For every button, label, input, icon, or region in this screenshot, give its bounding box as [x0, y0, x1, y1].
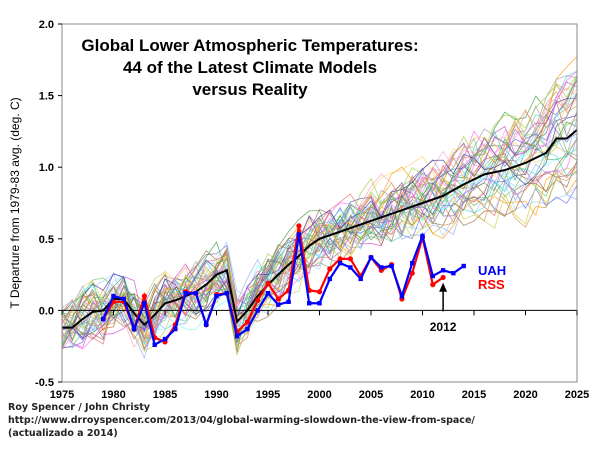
- uah-point: [368, 255, 374, 260]
- uah-point: [131, 326, 137, 332]
- uah-point: [440, 268, 446, 273]
- rss-point: [430, 282, 436, 288]
- uah-point: [451, 270, 456, 276]
- y-tick-label: 1.0: [39, 162, 54, 174]
- y-tick-label: 0.0: [39, 305, 54, 317]
- model-line: [61, 88, 578, 342]
- chart-title-line-2: 44 of the Latest Climate Models: [123, 58, 377, 77]
- arrow-head: [439, 282, 448, 292]
- model-line: [61, 119, 578, 342]
- chart-title-line-3: versus Reality: [192, 80, 308, 99]
- rss-point: [440, 274, 446, 281]
- uah-point: [173, 326, 178, 332]
- uah-point: [142, 301, 147, 306]
- uah-point: [327, 276, 332, 282]
- model-line: [61, 167, 578, 350]
- uah-point: [121, 296, 126, 302]
- x-tick-label: 1980: [101, 389, 125, 401]
- uah-point: [265, 291, 271, 296]
- uah-point: [193, 291, 199, 296]
- uah-point: [420, 233, 425, 239]
- model-line: [61, 76, 578, 337]
- legend-uah: UAH: [478, 263, 506, 278]
- rss-point: [409, 270, 415, 276]
- x-tick-label: 2020: [513, 389, 537, 401]
- model-line: [61, 163, 578, 343]
- rss-point: [265, 280, 271, 286]
- uah-point: [245, 326, 250, 332]
- x-tick-label: 1990: [204, 389, 228, 401]
- uah-point: [307, 301, 312, 306]
- uah-point: [358, 276, 363, 282]
- uah-point: [234, 333, 240, 339]
- uah-point: [255, 308, 260, 313]
- rss-point: [141, 293, 147, 299]
- uah-point: [348, 265, 353, 270]
- y-tick-label: 2.0: [39, 19, 54, 31]
- rss-point: [244, 319, 250, 325]
- rss-point: [255, 297, 261, 303]
- x-tick-label: 1995: [256, 389, 280, 401]
- footer-note: (actualizado a 2014): [8, 428, 118, 439]
- uah-point: [101, 316, 106, 322]
- uah-point: [286, 299, 291, 305]
- x-tick-label: 2000: [307, 389, 331, 401]
- footer-authors: Roy Spencer / John Christy: [8, 402, 150, 413]
- uah-point: [204, 322, 209, 327]
- uah-point: [379, 265, 384, 270]
- uah-point: [183, 291, 188, 296]
- y-tick-label: 0.5: [39, 234, 54, 246]
- uah-point: [214, 293, 219, 299]
- rss-point: [337, 256, 343, 262]
- uah-point: [399, 293, 405, 299]
- uah-point: [461, 263, 466, 269]
- model-line: [61, 182, 578, 331]
- legend-rss: RSS: [478, 277, 505, 292]
- model-line: [61, 160, 578, 349]
- uah-point: [430, 273, 435, 279]
- x-tick-label: 2005: [359, 389, 383, 401]
- x-tick-label: 1975: [50, 389, 74, 401]
- uah-point: [162, 336, 168, 342]
- observation-series: [100, 223, 466, 347]
- uah-point: [276, 302, 281, 307]
- chart-title-line-1: Global Lower Atmospheric Temperatures:: [81, 36, 418, 55]
- y-tick-label: 1.5: [39, 91, 54, 103]
- y-axis-label: T Departure from 1979-83 avg. (deg. C): [8, 97, 22, 308]
- rss-point: [296, 223, 302, 229]
- plot-frame: [61, 23, 578, 383]
- y-tick-label: -0.5: [35, 377, 54, 389]
- footer-url[interactable]: http://www.drroyspencer.com/2013/04/glob…: [8, 415, 475, 426]
- rss-point: [275, 296, 281, 302]
- uah-point: [389, 263, 394, 269]
- axes: 1975 1980 1985 1990 1995 2000 2005 2010 2015 2020…: [35, 19, 589, 401]
- uah-point: [111, 293, 116, 299]
- model-line: [61, 75, 578, 342]
- rss-point: [316, 289, 323, 295]
- x-tick-label: 2025: [565, 389, 589, 401]
- uah-point: [296, 232, 302, 237]
- uah-point: [317, 301, 322, 306]
- x-tick-label: 2010: [410, 389, 434, 401]
- uah-point: [224, 291, 229, 296]
- annotation-2012: 2012: [430, 320, 457, 334]
- rss-point: [327, 266, 333, 272]
- rss-point: [347, 256, 353, 262]
- uah-point: [337, 260, 343, 266]
- model-line: [61, 118, 578, 352]
- uah-point: [152, 342, 157, 347]
- x-tick-label: 2015: [462, 389, 486, 401]
- annotation-arrow: [439, 282, 448, 312]
- uah-point: [410, 260, 415, 266]
- x-tick-label: 1985: [153, 389, 177, 401]
